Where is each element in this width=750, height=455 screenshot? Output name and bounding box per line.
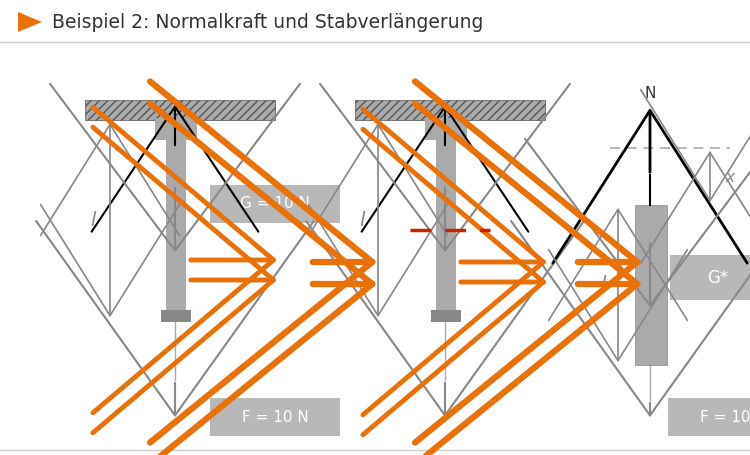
Bar — [425, 118, 467, 140]
Bar — [155, 118, 197, 140]
Bar — [431, 310, 461, 322]
Text: F = 10 N: F = 10 N — [700, 410, 750, 425]
Polygon shape — [18, 12, 42, 32]
Bar — [166, 138, 186, 313]
Text: F = 10 N: F = 10 N — [242, 410, 308, 425]
Text: G*: G* — [707, 269, 728, 287]
Text: x: x — [725, 171, 734, 186]
Bar — [210, 398, 340, 436]
Bar — [436, 138, 456, 313]
Text: l: l — [600, 275, 606, 294]
Bar — [668, 398, 750, 436]
Bar — [355, 100, 545, 120]
Text: l: l — [90, 211, 96, 229]
Text: N: N — [644, 86, 656, 101]
Text: G = 10 N: G = 10 N — [240, 197, 310, 212]
Bar — [161, 310, 191, 322]
Bar — [85, 100, 275, 120]
Bar — [635, 205, 667, 365]
Bar — [670, 255, 750, 300]
Text: Beispiel 2: Normalkraft und Stabverlängerung: Beispiel 2: Normalkraft und Stabverlänge… — [52, 12, 483, 31]
Text: l: l — [359, 211, 364, 229]
Bar — [210, 185, 340, 223]
